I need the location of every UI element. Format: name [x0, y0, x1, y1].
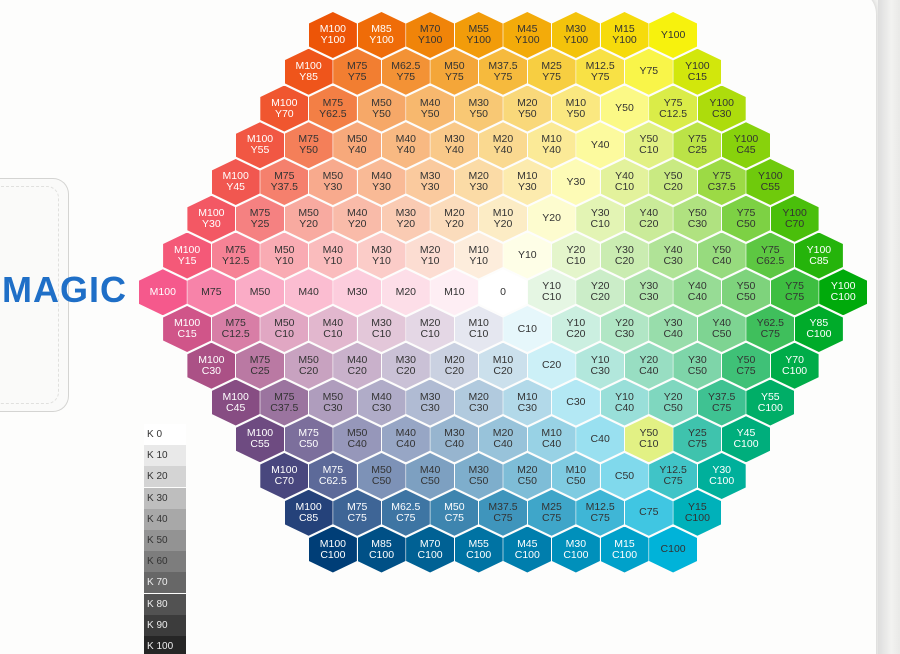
color-hex-swatch: Y30 C10 [576, 195, 625, 242]
color-hex-swatch: M30 Y20 [381, 195, 430, 242]
color-hex-swatch: Y40 C20 [624, 195, 673, 242]
brand-logo-text: MAGIC [2, 269, 127, 310]
color-hex-swatch: Y75 C37.5 [697, 159, 746, 205]
color-hex-swatch: Y75 C25 [673, 122, 722, 169]
color-hex-swatch: M40 Y40 [381, 122, 430, 169]
color-hex-swatch: Y50 C20 [649, 159, 698, 205]
color-hex-swatch: Y100 C70 [770, 195, 819, 242]
color-hex-swatch: M50 Y30 [308, 159, 357, 205]
color-hex-swatch: M40 Y30 [357, 159, 406, 205]
k-swatch: K 70 [144, 572, 186, 594]
color-hex-swatch: M55 C100 [454, 526, 503, 573]
color-hex-swatch: Y50 C10 [624, 122, 673, 169]
case-tab-stitching [0, 186, 59, 404]
color-hex-swatch: C100 [649, 526, 698, 573]
color-hex-swatch: M50 Y40 [333, 122, 382, 169]
color-hex-swatch: M10 Y20 [479, 195, 527, 242]
color-hex-swatch: M20 Y20 [430, 195, 479, 242]
k-swatch: K 100 [144, 636, 186, 654]
color-hex-swatch: M40 Y20 [333, 195, 382, 242]
color-hex-swatch: M100 Y30 [187, 195, 236, 242]
color-hex-swatch: M85 C100 [357, 526, 406, 573]
k-swatch: K 60 [144, 551, 186, 573]
color-hex-swatch: M30 C100 [551, 526, 600, 573]
color-hex-swatch: M75 Y37.5 [260, 159, 309, 205]
color-hex-swatch: Y75 C50 [722, 195, 770, 242]
color-hex-swatch: Y40 [576, 122, 625, 169]
color-hex-swatch: M50 Y20 [284, 195, 333, 242]
color-hex-swatch: M30 Y30 [406, 159, 455, 205]
k-swatch: K 30 [144, 487, 186, 509]
color-hex-swatch: M15 C100 [600, 526, 649, 573]
color-hex-swatch: M10 Y40 [527, 122, 576, 169]
k-swatch: K 80 [144, 593, 186, 615]
k-swatch: K 50 [144, 530, 186, 551]
color-hex-swatch: Y30 [551, 159, 600, 205]
k-swatch: K 20 [144, 466, 186, 488]
color-hex-swatch: M100 C100 [308, 526, 357, 573]
color-hex-swatch: Y100 C55 [746, 159, 795, 205]
color-hex-swatch: M20 Y30 [454, 159, 503, 205]
color-hex-swatch: M100 Y55 [236, 122, 284, 169]
color-hex-swatch: M30 Y40 [430, 122, 479, 169]
color-hex-swatch: M100 Y45 [211, 159, 260, 205]
color-hex-swatch: Y20 [527, 195, 576, 242]
color-hex-swatch: Y50 C30 [673, 195, 722, 242]
color-hex-swatch: M75 Y25 [236, 195, 284, 242]
color-hex-swatch: M10 Y30 [503, 159, 552, 205]
color-hex-swatch: Y100 C45 [722, 122, 770, 169]
k-swatch: K 90 [144, 614, 186, 636]
k-swatch: K 10 [144, 445, 186, 467]
color-hex-swatch: M45 C100 [503, 526, 552, 573]
color-hex-swatch: M20 Y40 [479, 122, 527, 169]
case-edge [878, 0, 900, 654]
color-hex-swatch: Y40 C10 [600, 159, 649, 205]
k-swatch: K 0 [144, 424, 186, 445]
color-hex-swatch: M70 C100 [406, 526, 455, 573]
k-swatch: K 40 [144, 508, 186, 530]
color-hex-swatch: M75 Y50 [284, 122, 333, 169]
case-tab [0, 178, 69, 412]
